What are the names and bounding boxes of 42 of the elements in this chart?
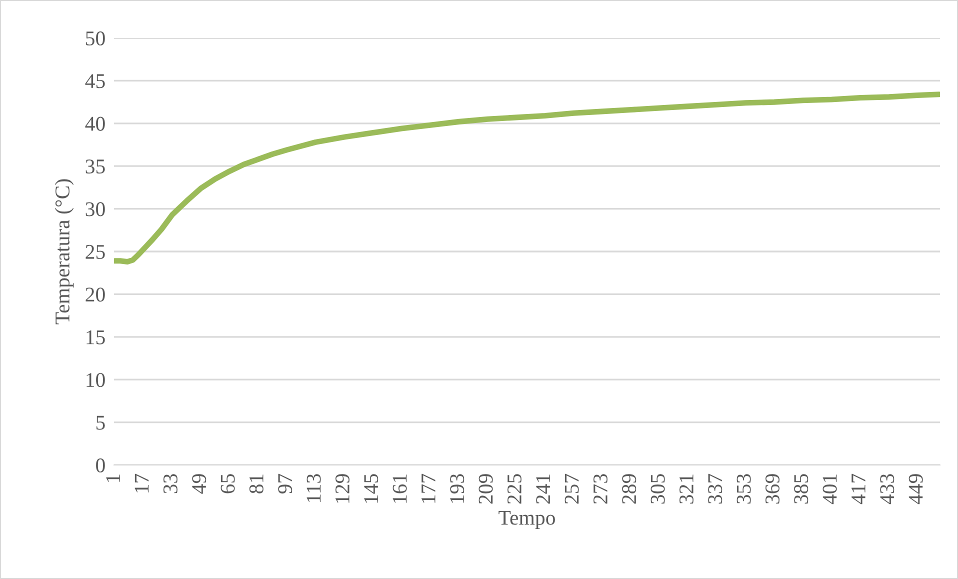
y-tick-label: 20 bbox=[86, 288, 105, 302]
y-tick-label: 0 bbox=[96, 458, 105, 472]
x-tick-label: 353 bbox=[736, 474, 751, 504]
x-tick-label: 225 bbox=[507, 474, 522, 504]
x-tick-label: 193 bbox=[450, 474, 464, 503]
x-tick-label: 241 bbox=[536, 474, 550, 504]
x-axis-title: Tempo bbox=[498, 510, 555, 530]
x-tick-label: 369 bbox=[765, 474, 780, 504]
x-tick-label: 65 bbox=[220, 474, 235, 494]
x-tick-label: 321 bbox=[679, 474, 694, 504]
x-tick-label: 177 bbox=[422, 474, 436, 503]
x-tick-label: 113 bbox=[306, 474, 321, 502]
x-tick-label: 305 bbox=[650, 474, 665, 504]
y-axis-title: Temperatura (°C) bbox=[54, 179, 74, 324]
x-tick-label: 273 bbox=[593, 474, 608, 504]
y-tick-label: 15 bbox=[86, 330, 105, 344]
x-tick-label: 17 bbox=[134, 474, 149, 492]
x-tick-label: 81 bbox=[249, 474, 264, 494]
x-tick-label: 161 bbox=[392, 474, 407, 503]
x-tick-label: 49 bbox=[192, 474, 206, 494]
y-tick-label: 40 bbox=[85, 116, 105, 131]
x-tick-label: 97 bbox=[278, 474, 292, 494]
y-tick-label: 30 bbox=[86, 202, 105, 216]
x-tick-label: 337 bbox=[708, 474, 722, 504]
y-tick-label: 10 bbox=[86, 372, 105, 388]
y-tick-label: 5 bbox=[96, 416, 105, 430]
x-tick-label: 257 bbox=[564, 474, 579, 504]
x-tick-label: 209 bbox=[478, 474, 493, 504]
x-tick-label: 289 bbox=[622, 474, 636, 504]
x-tick-label: 433 bbox=[880, 474, 894, 504]
y-tick-label: 35 bbox=[86, 160, 105, 174]
x-tick-label: 385 bbox=[794, 474, 808, 504]
x-tick-label: 129 bbox=[335, 474, 350, 503]
x-tick-label: 33 bbox=[163, 474, 178, 494]
x-tick-label: 417 bbox=[852, 474, 866, 504]
y-tick-label: 50 bbox=[86, 31, 105, 46]
x-tick-label: 145 bbox=[364, 474, 378, 503]
x-tick-label: 1 bbox=[106, 474, 120, 482]
x-tick-label: 401 bbox=[822, 474, 837, 504]
y-tick-label: 25 bbox=[86, 244, 105, 259]
y-tick-label: 45 bbox=[85, 74, 105, 88]
x-tick-label: 449 bbox=[908, 474, 923, 504]
